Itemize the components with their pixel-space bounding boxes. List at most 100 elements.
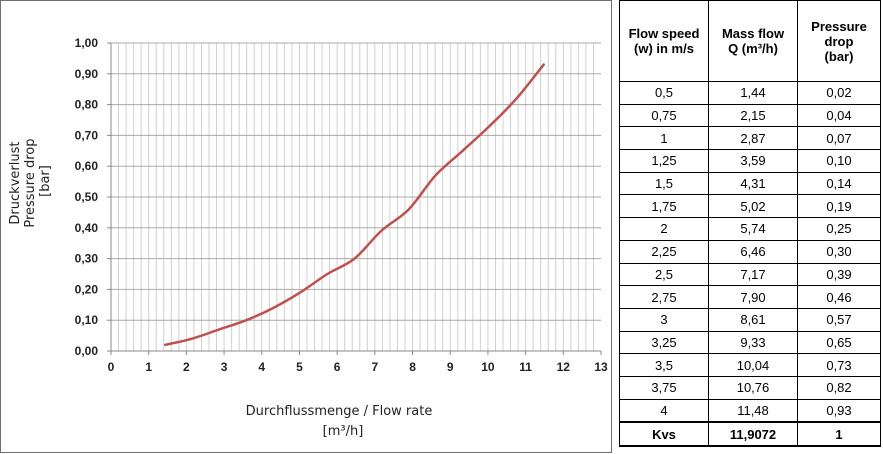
cell-mass-flow: 4,31 [708,171,798,196]
header-flow-speed-line-2: (w) in m/s [634,41,694,56]
table-row: 1 2,87 0,07 [619,126,881,151]
table-row: 0,5 1,44 0,02 [619,81,881,105]
x-axis-title: Durchflussmenge / Flow rate [246,404,433,419]
cell-flow-speed: 2 [619,217,709,241]
y-tick-label: 0,50 [75,190,99,204]
header-pressure-drop-line-1: Pressure [811,18,867,34]
cell-flow-speed: 1,75 [619,194,709,219]
header-pressure-drop-line-3: (bar) [824,48,854,64]
cell-mass-flow: 10,04 [708,353,798,377]
x-tick-label: 3 [221,360,228,374]
table-row: 2,5 7,17 0,39 [619,262,881,287]
cell-pressure-drop: 0,73 [797,353,881,377]
table-row: 2,75 7,90 0,46 [619,285,881,309]
header-mass-flow: Mass flow Q (m³/h) [708,0,798,82]
cell-pressure-drop: 0,57 [797,307,881,332]
cell-pressure-drop: 0,07 [797,126,881,151]
cell-flow-speed: 2,5 [619,262,709,287]
y-tick-label: 1,00 [75,36,99,50]
cell-mass-flow: 6,46 [708,239,798,264]
y-axis-title-line-3: [bar] [38,165,53,197]
x-axis-unit: [m³/h] [323,424,364,439]
cell-mass-flow: 1,44 [708,81,798,105]
cell-pressure-drop: 0,46 [797,285,881,309]
table-row: 1,5 4,31 0,14 [619,171,881,196]
x-tick-label: 0 [108,360,115,374]
cell-pressure-drop: 0,04 [797,103,881,128]
cell-flow-speed: 3,75 [619,375,709,400]
cell-mass-flow: 5,74 [708,217,798,241]
header-flow-speed-line-1: Flow speed [628,26,700,41]
table-row: 2 5,74 0,25 [619,217,881,241]
x-tick-label: 13 [594,360,608,374]
cell-mass-flow: 5,02 [708,194,798,219]
y-tick-label: 0,80 [75,98,99,112]
table-row: 1,25 3,59 0,10 [619,149,881,173]
y-axis-title: Druckverlust Pressure drop [bar] [8,134,53,227]
cell-flow-speed: 0,5 [619,81,709,105]
cell-mass-flow: 2,87 [708,126,798,151]
table-row: 3,25 9,33 0,65 [619,330,881,355]
x-tick-label: 1 [145,360,152,374]
flow-table-panel: Flow speed (w) in m/s Mass flow Q (m³/h)… [619,0,881,448]
cell-mass-flow: 2,15 [708,103,798,128]
y-axis-title-line-2: Pressure drop [23,138,38,227]
x-tick-label: 8 [409,360,416,374]
x-tick-label: 9 [447,360,454,374]
chart-panel: 0 1 2 3 4 5 6 7 8 9 10 11 12 13 0,00 0,10 0,20 0,30 0,40 0,… [0,0,612,453]
header-flow-speed: Flow speed (w) in m/s [619,0,709,82]
header-mass-flow-line-2: Q (m³/h) [728,41,778,56]
x-tick-label: 5 [296,360,303,374]
header-pressure-drop: Pressure drop (bar) [797,0,881,82]
x-tick-label: 10 [481,360,495,374]
cell-flow-speed: 4 [619,398,709,423]
table-row: 3,75 10,76 0,82 [619,375,881,400]
table-row: 3,5 10,04 0,73 [619,353,881,377]
cell-flow-speed: 1,5 [619,171,709,196]
cell-mass-flow: 10,76 [708,375,798,400]
cell-pressure-drop: 0,93 [797,398,881,423]
cell-pressure-drop: 0,39 [797,262,881,287]
table-footer-row: Kvs 11,9072 1 [619,421,881,448]
y-tick-label: 0,00 [75,344,99,358]
footer-label: Kvs [619,421,709,448]
x-tick-label: 7 [372,360,379,374]
x-tick-label: 12 [557,360,571,374]
table-row: 1,75 5,02 0,19 [619,194,881,219]
y-tick-label: 0,30 [75,252,99,266]
table-row: 2,25 6,46 0,30 [619,239,881,264]
cell-pressure-drop: 0,30 [797,239,881,264]
cell-mass-flow: 7,17 [708,262,798,287]
cell-flow-speed: 2,25 [619,239,709,264]
y-tick-label: 0,10 [75,313,99,327]
cell-mass-flow: 3,59 [708,149,798,173]
cell-pressure-drop: 0,19 [797,194,881,219]
footer-pressure: 1 [797,421,881,448]
table-row: 3 8,61 0,57 [619,307,881,332]
x-tick-label: 6 [334,360,341,374]
cell-mass-flow: 7,90 [708,285,798,309]
cell-pressure-drop: 0,65 [797,330,881,355]
y-tick-label: 0,60 [75,159,99,173]
cell-mass-flow: 9,33 [708,330,798,355]
cell-flow-speed: 2,75 [619,285,709,309]
cell-mass-flow: 11,48 [708,398,798,423]
cell-flow-speed: 3,5 [619,353,709,377]
header-pressure-drop-line-2: drop [824,33,854,49]
cell-pressure-drop: 0,02 [797,81,881,105]
table-row: 0,75 2,15 0,04 [619,103,881,128]
cell-pressure-drop: 0,82 [797,375,881,400]
series-line [164,63,545,347]
cell-mass-flow: 8,61 [708,307,798,332]
y-axis-title-line-1: Druckverlust [8,142,23,225]
cell-flow-speed: 3,25 [619,330,709,355]
cell-pressure-drop: 0,10 [797,149,881,173]
footer-kvs-value: 11,9072 [708,421,798,448]
x-tick-label: 4 [258,360,265,374]
flow-table: Flow speed (w) in m/s Mass flow Q (m³/h)… [619,0,881,448]
cell-flow-speed: 3 [619,307,709,332]
y-tick-label: 0,20 [75,282,99,296]
x-tick-label: 2 [183,360,190,374]
table-row: 4 11,48 0,93 [619,398,881,423]
x-tick-label: 11 [519,360,532,374]
